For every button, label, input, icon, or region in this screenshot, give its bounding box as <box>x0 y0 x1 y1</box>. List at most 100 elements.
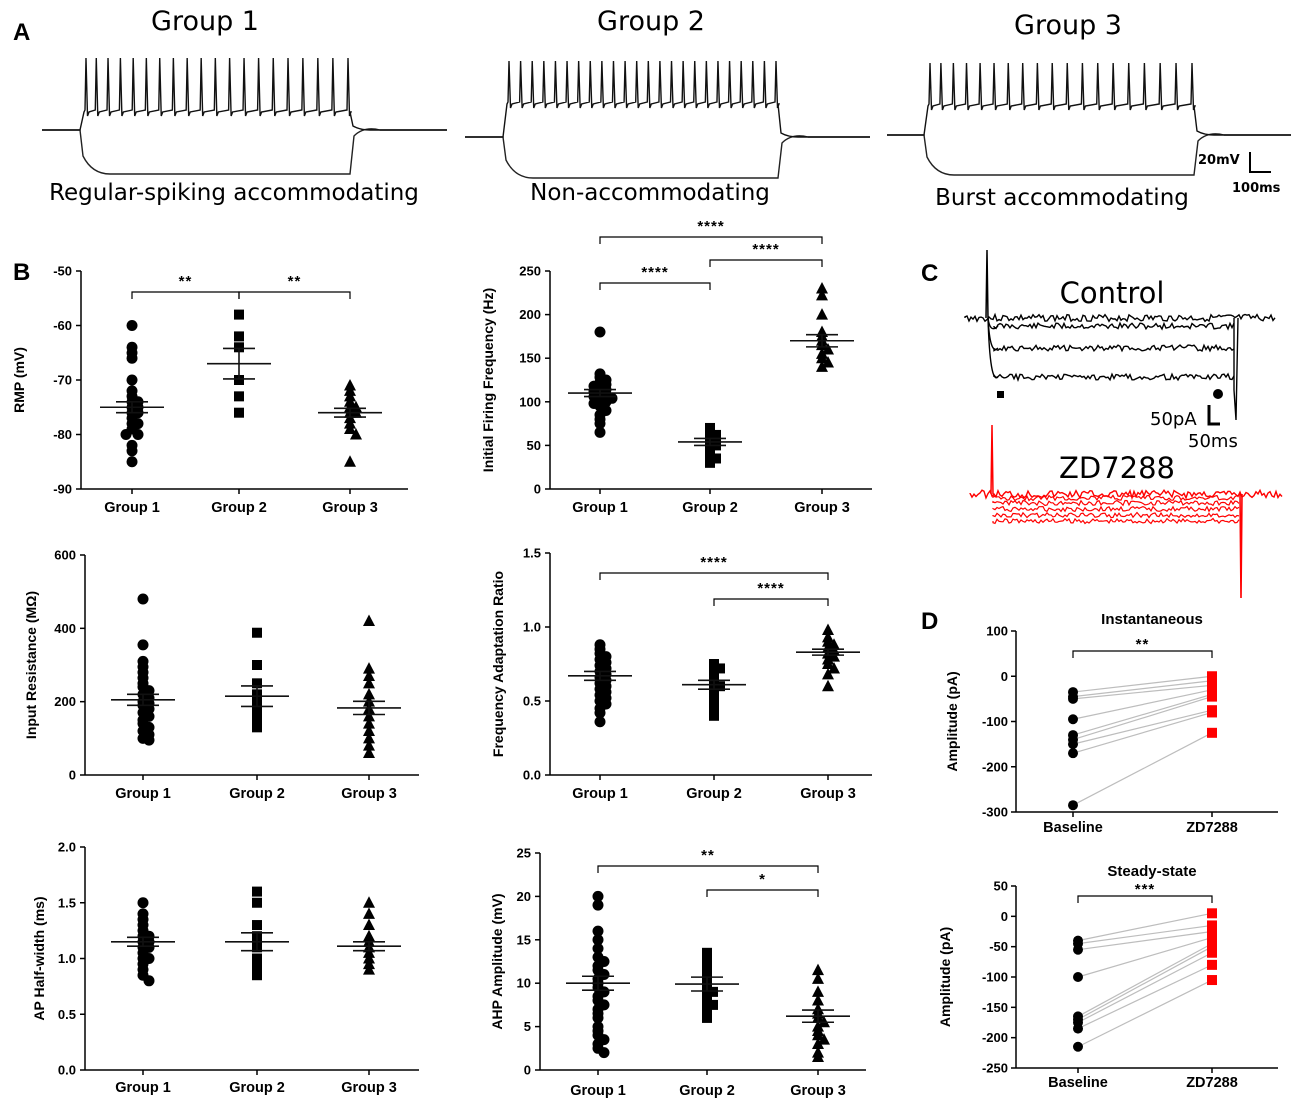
data-point-triangle <box>363 918 375 931</box>
scale-bar-ms-label-c: 50ms <box>1188 431 1238 452</box>
x-tick-label: Group 2 <box>679 1083 735 1099</box>
data-point-square <box>252 711 262 722</box>
paired-line <box>1072 689 1213 720</box>
paired-line <box>1077 964 1213 1030</box>
data-point-square <box>715 681 725 692</box>
panel-label-a: A <box>13 19 30 46</box>
control-step-trace <box>993 372 1235 382</box>
paired-line <box>1072 693 1213 736</box>
paired-line <box>1072 675 1213 693</box>
x-tick-label: ZD7288 <box>1186 820 1238 836</box>
data-point-triangle <box>363 724 375 736</box>
y-tick-label: 2.0 <box>58 840 76 855</box>
data-point-square <box>234 375 244 385</box>
chart-iff: 0 50 100 150 200 250 Initial Firing Frequency … <box>480 218 872 516</box>
zd7288-point <box>1207 947 1217 958</box>
data-point-triangle <box>344 422 356 435</box>
y-tick-label: -150 <box>982 1000 1008 1015</box>
data-point-circle <box>594 707 606 719</box>
chart-rin: 0 200 400 600 Input Resistance (MΩ) Group 1 Gr… <box>23 548 419 802</box>
significance-label: ** <box>288 273 302 290</box>
zd7288-point <box>1207 941 1217 952</box>
data-point-square <box>252 627 262 638</box>
y-tick-label: 20 <box>517 889 531 904</box>
zd7288-step-trace <box>992 499 1240 507</box>
data-point-triangle <box>363 614 375 626</box>
y-tick-label: 1.0 <box>58 951 76 966</box>
zd7288-point <box>1207 975 1217 986</box>
y-tick-label: -300 <box>982 805 1008 820</box>
y-tick-label: 0 <box>534 482 541 497</box>
baseline-point <box>1068 739 1078 750</box>
y-tick-label: 100 <box>986 624 1008 639</box>
data-point-square <box>705 426 715 437</box>
data-point-triangle <box>828 638 840 650</box>
chart-ahp: 0 5 10 15 20 25 AHP Amplitude (mV) Group 1 Group… <box>489 846 866 1099</box>
paired-line <box>1077 936 1213 978</box>
paired-line <box>1077 930 1213 951</box>
data-point-square <box>234 407 244 418</box>
significance-bracket <box>599 282 711 290</box>
y-tick-label: -100 <box>982 970 1008 985</box>
data-point-circle <box>592 942 604 954</box>
data-point-circle <box>592 1012 604 1024</box>
data-point-triangle <box>812 985 824 997</box>
y-tick-label: -90 <box>53 482 72 497</box>
data-point-triangle <box>363 896 375 908</box>
data-point-triangle <box>822 356 834 368</box>
x-tick-label: Group 1 <box>115 786 171 802</box>
zd7288-point <box>1207 727 1217 738</box>
y-tick-label: 1.5 <box>58 895 76 910</box>
significance-label: **** <box>757 580 784 597</box>
scale-bar-mv-label: 20mV <box>1198 153 1240 168</box>
y-tick-label: 5 <box>524 1019 531 1034</box>
y-tick-label: 250 <box>519 264 541 279</box>
data-point-square <box>702 995 712 1006</box>
y-tick-label: 0.0 <box>58 1063 76 1078</box>
control-label: Control <box>1060 276 1165 310</box>
data-point-triangle <box>350 428 362 440</box>
y-tick-label: -70 <box>53 373 72 388</box>
significance-bracket <box>597 865 819 873</box>
paired-line <box>1072 680 1213 698</box>
data-point-circle <box>126 456 138 468</box>
data-point-square <box>708 999 718 1010</box>
trace-group-title-2: Group 2 <box>597 6 705 37</box>
x-tick-label: Group 2 <box>682 500 738 516</box>
data-point-triangle <box>812 1037 824 1049</box>
data-point-circle <box>592 934 604 946</box>
x-tick-label: Group 1 <box>570 1083 626 1099</box>
paired-line <box>1077 912 1213 942</box>
y-axis-label: RMP (mV) <box>11 347 27 413</box>
y-axis-label: Initial Firing Frequency (Hz) <box>480 288 496 472</box>
data-point-triangle <box>812 963 824 976</box>
data-point-circle <box>137 639 149 651</box>
data-point-circle <box>594 716 606 728</box>
data-point-square <box>711 453 721 464</box>
zd7288-step-trace <box>992 517 1240 525</box>
paired-line <box>1077 943 1213 1017</box>
data-point-square <box>252 959 262 970</box>
y-tick-label: 150 <box>519 351 541 366</box>
zd7288-label: ZD7288 <box>1059 451 1175 485</box>
y-tick-label: 200 <box>519 307 541 322</box>
panel-label-b: B <box>13 259 30 286</box>
paired-line <box>1077 952 1213 1024</box>
current-scale-bar: 50pA 50ms <box>1150 405 1238 452</box>
control-capacitive-spike <box>985 249 989 319</box>
significance-bracket <box>1077 895 1213 903</box>
data-point-triangle <box>816 281 828 294</box>
x-tick-label: Group 3 <box>800 786 856 802</box>
y-tick-label: -250 <box>982 1061 1008 1076</box>
trace-label-3: Burst accommodating <box>935 185 1189 211</box>
data-point-circle <box>120 429 132 440</box>
data-point-square <box>709 696 719 706</box>
zd7288-step-trace <box>992 511 1240 519</box>
y-tick-label: 0 <box>1001 669 1008 684</box>
x-tick-label: Group 2 <box>229 1080 285 1096</box>
data-point-square <box>705 449 715 460</box>
data-point-triangle <box>363 676 375 689</box>
x-tick-label: Group 2 <box>229 786 285 802</box>
data-point-triangle <box>363 963 375 975</box>
control-holding-trace <box>964 312 1276 323</box>
